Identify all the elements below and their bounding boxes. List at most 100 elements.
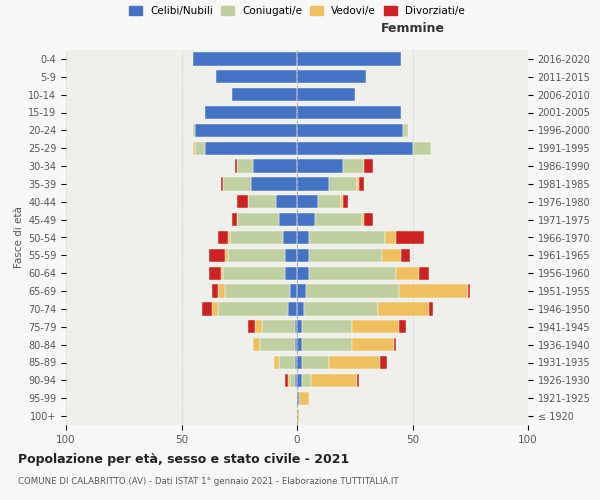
Bar (343, 160, 364, 173)
Bar (302, 374, 311, 387)
Bar (318, 195, 341, 208)
Bar (308, 248, 382, 262)
Bar (288, 374, 290, 387)
Bar (302, 320, 352, 334)
Bar (398, 284, 468, 298)
Bar (297, 374, 302, 387)
Bar (343, 195, 348, 208)
Bar (221, 266, 223, 280)
Bar (237, 195, 248, 208)
Bar (385, 231, 397, 244)
Bar (297, 124, 403, 137)
Bar (359, 177, 364, 190)
Bar (297, 231, 308, 244)
Bar (230, 231, 283, 244)
Bar (256, 320, 262, 334)
Bar (357, 374, 359, 387)
Bar (308, 231, 385, 244)
Bar (311, 374, 357, 387)
Bar (378, 302, 428, 316)
Bar (299, 392, 308, 405)
Bar (226, 284, 290, 298)
Bar (237, 160, 253, 173)
Bar (223, 177, 251, 190)
Bar (196, 142, 205, 155)
Bar (290, 284, 297, 298)
Bar (274, 356, 278, 369)
Bar (297, 410, 299, 423)
Bar (297, 338, 302, 351)
Bar (216, 70, 297, 84)
Bar (297, 392, 299, 405)
Bar (362, 213, 364, 226)
Bar (253, 338, 260, 351)
Bar (193, 142, 196, 155)
Bar (212, 284, 218, 298)
Bar (295, 356, 297, 369)
Bar (297, 195, 318, 208)
Bar (209, 248, 226, 262)
Bar (403, 124, 408, 137)
Bar (295, 320, 297, 334)
Bar (297, 320, 302, 334)
Bar (286, 374, 288, 387)
Bar (283, 231, 297, 244)
Bar (419, 266, 428, 280)
Bar (329, 177, 357, 190)
Bar (397, 266, 419, 280)
Bar (297, 356, 302, 369)
Bar (193, 124, 196, 137)
Bar (329, 356, 380, 369)
Bar (297, 88, 355, 102)
Bar (276, 195, 297, 208)
Bar (297, 106, 401, 119)
Bar (218, 302, 288, 316)
Legend: Celibi/Nubili, Coniugati/e, Vedovi/e, Divorziati/e: Celibi/Nubili, Coniugati/e, Vedovi/e, Di… (126, 2, 468, 19)
Bar (212, 302, 218, 316)
Bar (352, 320, 398, 334)
Bar (297, 142, 413, 155)
Bar (278, 213, 297, 226)
Bar (295, 374, 297, 387)
Bar (228, 248, 286, 262)
Bar (196, 124, 297, 137)
Bar (428, 302, 433, 316)
Bar (205, 142, 297, 155)
Bar (221, 177, 223, 190)
Bar (380, 356, 387, 369)
Bar (286, 266, 297, 280)
Bar (357, 177, 359, 190)
Bar (394, 338, 397, 351)
Bar (364, 160, 373, 173)
Bar (226, 248, 228, 262)
Bar (304, 302, 378, 316)
Text: Femmine: Femmine (380, 22, 445, 35)
Bar (397, 231, 424, 244)
Bar (290, 374, 295, 387)
Bar (228, 231, 230, 244)
Text: COMUNE DI CALABRITTO (AV) - Dati ISTAT 1° gennaio 2021 - Elaborazione TUTTITALIA: COMUNE DI CALABRITTO (AV) - Dati ISTAT 1… (18, 478, 398, 486)
Bar (262, 320, 295, 334)
Bar (218, 231, 228, 244)
Bar (306, 284, 398, 298)
Bar (297, 302, 304, 316)
Bar (286, 248, 297, 262)
Bar (341, 195, 343, 208)
Bar (297, 248, 308, 262)
Bar (297, 284, 306, 298)
Bar (232, 88, 297, 102)
Bar (237, 213, 278, 226)
Bar (297, 52, 401, 66)
Bar (278, 356, 295, 369)
Bar (297, 266, 308, 280)
Bar (316, 213, 362, 226)
Bar (297, 213, 316, 226)
Bar (364, 213, 373, 226)
Bar (297, 160, 343, 173)
Bar (295, 338, 297, 351)
Bar (253, 160, 297, 173)
Bar (209, 266, 221, 280)
Bar (223, 266, 286, 280)
Bar (193, 52, 297, 66)
Bar (302, 338, 352, 351)
